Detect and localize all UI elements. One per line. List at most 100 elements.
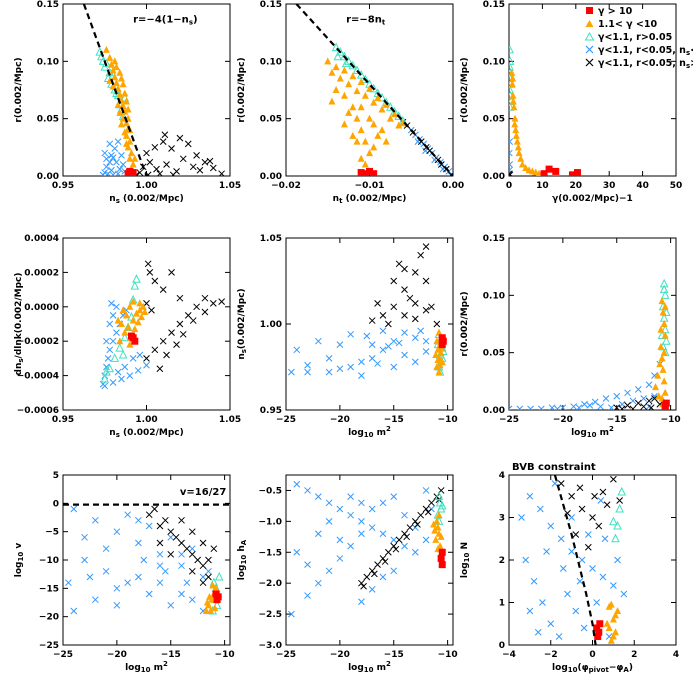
point-blue — [108, 152, 115, 159]
point-blue — [109, 379, 117, 386]
point-black — [374, 300, 381, 307]
point-orange — [328, 97, 336, 105]
point-black — [199, 579, 207, 587]
plot-area — [288, 480, 447, 618]
point-blue — [121, 363, 129, 371]
point-blue — [526, 492, 534, 500]
legend-entry-red: γ > 10 — [586, 6, 633, 17]
point-cyan — [341, 58, 351, 68]
point-blue — [589, 565, 596, 572]
point-blue — [336, 536, 344, 544]
y-tick-label: −1.0 — [259, 517, 282, 527]
point-blue — [411, 524, 419, 531]
x-tick-label: 1.00 — [135, 181, 157, 191]
point-blue — [568, 548, 575, 555]
annotation: r=−4(1−ns) — [133, 14, 197, 26]
scatter-panels: 0.95 1.00 1.05 0.00 0.05 0.10 0.15 ns (0.002/Mp… — [14, 0, 682, 674]
point-blue — [81, 556, 88, 564]
y-axis-label: r(0.002/Mpc) — [237, 57, 247, 122]
point-black — [169, 171, 177, 176]
point-orange — [129, 160, 137, 168]
x-tick-label: 1.05 — [219, 415, 241, 425]
point-blue — [199, 573, 207, 581]
point-black — [584, 543, 592, 551]
point-blue — [390, 363, 398, 371]
point-blue — [70, 607, 78, 615]
point-orange — [382, 100, 390, 108]
point-black — [395, 536, 403, 544]
point-cyan — [214, 571, 224, 581]
point-blue — [555, 633, 563, 640]
point-blue — [188, 596, 196, 604]
point-cyan — [613, 520, 622, 530]
point-blue — [325, 518, 333, 525]
point-black — [385, 320, 392, 328]
plot-frame — [285, 237, 454, 411]
legend-entry-black: γ<1.1, r<0.05, ns>1 — [585, 58, 693, 70]
point-blue — [101, 149, 109, 157]
point-orange — [202, 607, 210, 614]
point-blue — [106, 320, 114, 328]
point-blue — [358, 598, 365, 606]
point-cyan — [118, 349, 128, 359]
point-blue — [374, 360, 381, 367]
y-axis-label: dns/dlnk(0.002/Mpc) — [14, 273, 25, 376]
x-tick-label: 0 — [589, 650, 595, 660]
point-red — [438, 561, 446, 569]
point-blue — [325, 499, 333, 507]
y-tick-label: 0.00 — [260, 172, 282, 182]
point-orange — [117, 120, 125, 128]
x-tick-label: −10 — [215, 650, 235, 660]
point-orange — [111, 73, 119, 81]
point-black — [424, 508, 432, 516]
y-tick-label: −0.0002 — [17, 337, 59, 347]
point-cyan — [617, 486, 627, 496]
y-tick-label: −25 — [39, 641, 59, 651]
point-black — [613, 404, 621, 410]
point-blue — [178, 550, 185, 558]
point-black — [610, 475, 617, 483]
point-black — [167, 528, 175, 536]
panel-p6: −25 −20 −15 −10 0.00 0.05 0.10 0.15 log10 m2 r(0.… — [460, 234, 681, 439]
point-black — [189, 163, 197, 171]
point-blue — [135, 516, 142, 524]
point-orange — [432, 535, 440, 543]
plot-area — [99, 260, 226, 390]
point-red — [359, 171, 367, 176]
point-red — [366, 167, 373, 175]
plot-area — [509, 44, 581, 176]
point-orange — [121, 128, 129, 136]
point-blue — [613, 392, 621, 400]
point-orange — [126, 340, 134, 348]
x-tick-label: −20 — [330, 415, 350, 425]
point-orange — [511, 120, 519, 128]
point-blue — [113, 528, 121, 536]
point-orange — [134, 318, 142, 326]
point-blue — [156, 562, 164, 570]
x-tick-label: −20 — [330, 650, 350, 660]
point-blue — [103, 337, 110, 345]
point-orange — [391, 110, 399, 118]
point-red — [662, 399, 670, 407]
point-cyan — [661, 336, 671, 345]
y-tick-label: −20 — [39, 613, 59, 623]
x-tick-label: −20 — [107, 650, 127, 660]
point-cyan — [340, 51, 349, 61]
point-black — [634, 399, 642, 407]
point-black — [428, 303, 435, 311]
point-orange — [509, 97, 517, 105]
point-orange — [660, 320, 668, 327]
point-cyan — [615, 503, 624, 513]
point-red — [545, 165, 553, 173]
point-orange — [131, 154, 139, 162]
point-cyan — [112, 88, 121, 97]
plot-frame — [285, 474, 454, 646]
point-blue — [580, 624, 588, 632]
point-orange — [112, 63, 120, 71]
point-orange — [509, 74, 517, 82]
point-blue — [145, 590, 153, 598]
panel-p3: 0 10 20 30 40 50 0.00 0.05 0.10 0.15 γ(0.002/Mpc)−… — [460, 0, 682, 204]
y-tick-label: 0.0000 — [24, 303, 59, 313]
point-blue — [411, 548, 419, 556]
point-blue — [113, 303, 120, 311]
